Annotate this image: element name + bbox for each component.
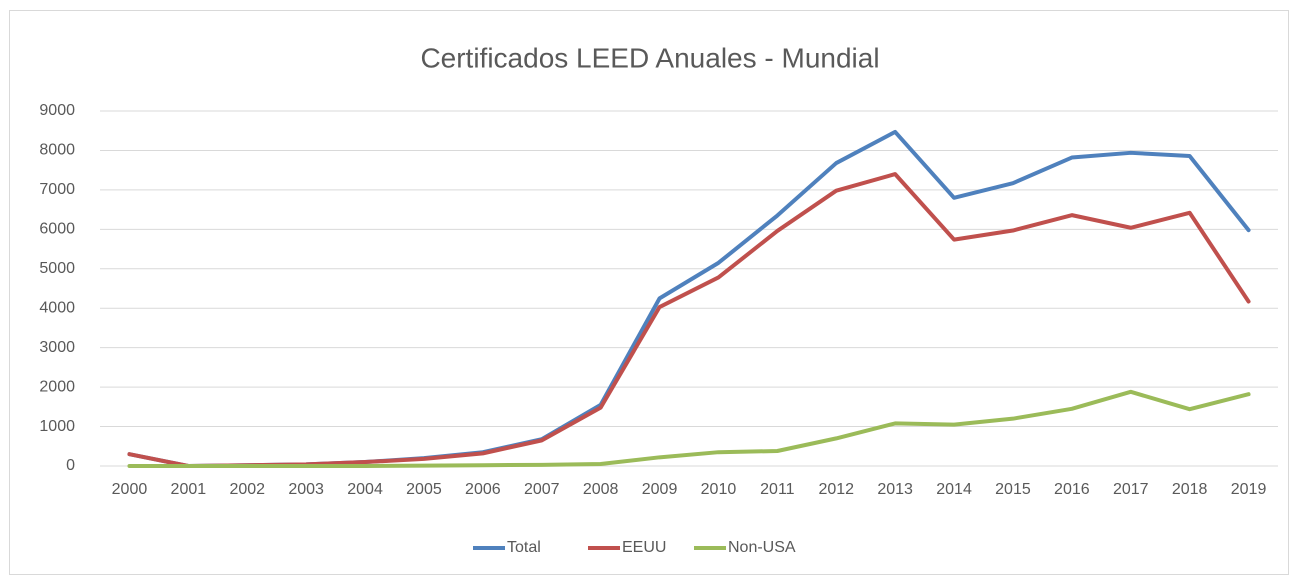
- x-tick-label: 2018: [1172, 481, 1208, 498]
- x-tick-label: 2016: [1054, 481, 1090, 498]
- x-tick-label: 2003: [288, 481, 324, 498]
- y-tick-label: 0: [66, 457, 75, 474]
- x-tick-label: 2013: [877, 481, 913, 498]
- x-tick-label: 2017: [1113, 481, 1149, 498]
- x-tick-label: 2002: [229, 481, 265, 498]
- x-tick-label: 2012: [818, 481, 854, 498]
- y-tick-label: 3000: [39, 339, 75, 356]
- x-tick-label: 2009: [642, 481, 678, 498]
- x-tick-label: 2005: [406, 481, 442, 498]
- legend-label: Total: [507, 539, 541, 556]
- y-tick-label: 2000: [39, 378, 75, 395]
- x-tick-label: 2006: [465, 481, 501, 498]
- y-tick-label: 6000: [39, 221, 75, 238]
- legend-label: Non-USA: [728, 539, 796, 556]
- x-tick-label: 2014: [936, 481, 972, 498]
- y-tick-label: 5000: [39, 260, 75, 277]
- x-tick-label: 2007: [524, 481, 560, 498]
- x-tick-label: 2008: [583, 481, 619, 498]
- chart-title: Certificados LEED Anuales - Mundial: [420, 42, 879, 73]
- x-tick-label: 2019: [1231, 481, 1267, 498]
- y-tick-label: 7000: [39, 181, 75, 198]
- x-tick-label: 2001: [171, 481, 207, 498]
- legend-label: EEUU: [622, 539, 666, 556]
- x-tick-label: 2010: [701, 481, 737, 498]
- series-line: [127, 389, 1251, 468]
- y-tick-label: 9000: [39, 102, 75, 119]
- x-tick-label: 2015: [995, 481, 1031, 498]
- x-tick-label: 2000: [112, 481, 148, 498]
- y-tick-label: 8000: [39, 142, 75, 159]
- y-tick-label: 4000: [39, 299, 75, 316]
- chart-frame: [9, 10, 1289, 575]
- x-tick-label: 2004: [347, 481, 383, 498]
- y-tick-label: 1000: [39, 418, 75, 435]
- x-tick-label: 2011: [760, 481, 795, 498]
